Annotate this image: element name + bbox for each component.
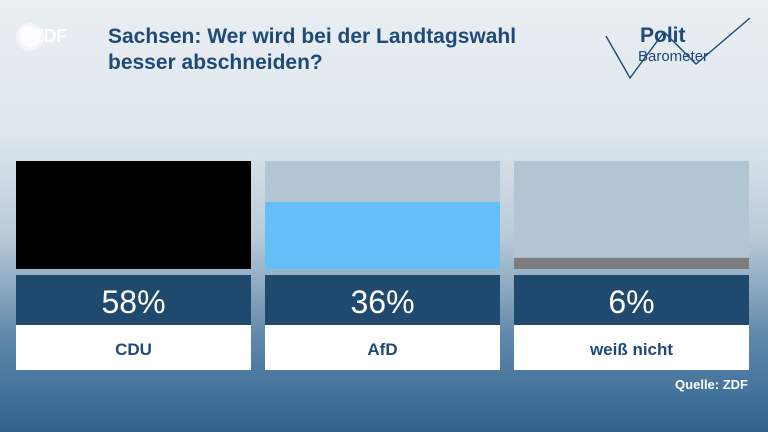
brand-barometer: Barometer <box>638 48 709 65</box>
bar-track <box>514 161 749 269</box>
category-label: weiß nicht <box>589 340 673 359</box>
page-title: Sachsen: Wer wird bei der Landtagswahl b… <box>108 25 517 74</box>
zdf-logo-text: ZDF <box>33 26 67 46</box>
label-band <box>265 325 500 370</box>
category-label: AfD <box>367 340 397 359</box>
value-band <box>265 275 500 325</box>
zdf-logo-icon <box>16 23 44 51</box>
label-band <box>16 325 251 370</box>
politbarometer-logo-icon <box>605 17 751 80</box>
source-note: Quelle: ZDF <box>675 377 748 392</box>
label-band <box>514 325 749 370</box>
value-label: 36% <box>350 284 414 320</box>
brand-polit: Polit <box>640 24 686 47</box>
bar-1 <box>16 161 251 269</box>
category-label: CDU <box>115 340 152 359</box>
value-band <box>16 275 251 325</box>
bar-3 <box>514 257 749 269</box>
value-label: 58% <box>101 284 165 320</box>
value-label: 6% <box>608 284 654 320</box>
value-band <box>514 275 749 325</box>
bar-2 <box>265 201 500 269</box>
